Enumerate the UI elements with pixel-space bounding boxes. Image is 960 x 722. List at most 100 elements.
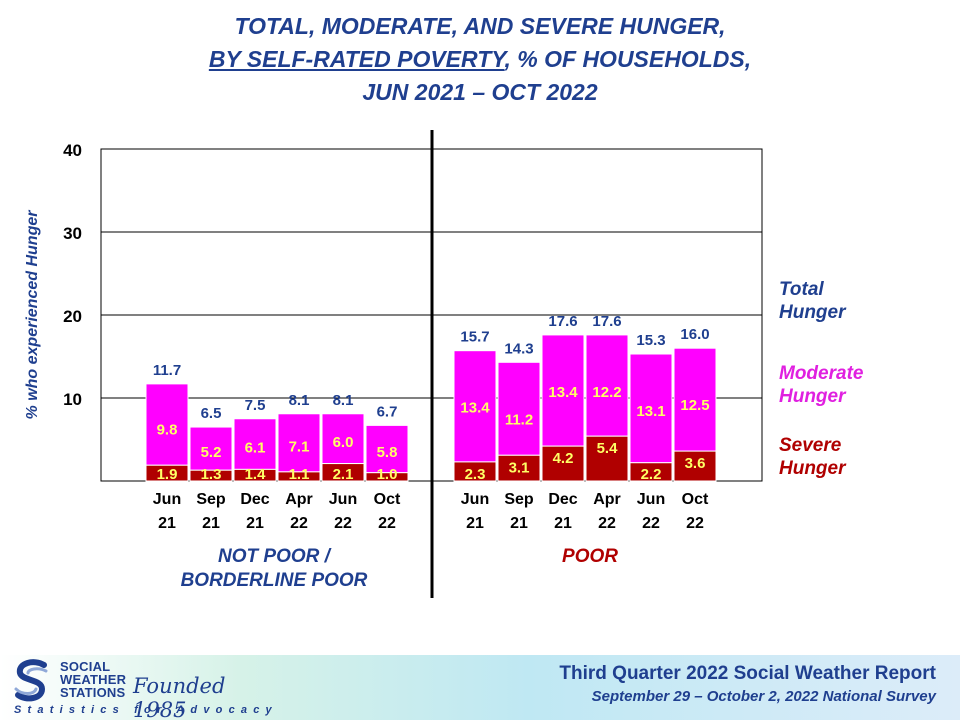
- x-tick-label: Jun: [461, 491, 489, 508]
- x-tick-label-year: 21: [510, 515, 528, 532]
- moderate-value-label: 13.4: [548, 384, 578, 401]
- title-line-3: JUN 2021 – OCT 2022: [362, 79, 598, 105]
- logo-tagline: Statistics for Advocacy: [14, 704, 278, 716]
- report-info: Third Quarter 2022 Social Weather Report…: [559, 663, 936, 705]
- legend-entry: Total: [779, 279, 824, 300]
- x-tick-label-year: 21: [246, 515, 264, 532]
- moderate-value-label: 5.2: [201, 444, 222, 461]
- bar-moderate-segment: [497, 361, 541, 456]
- group-label: POOR: [562, 546, 618, 567]
- total-value-label: 15.3: [636, 332, 665, 349]
- bar-moderate-segment: [541, 334, 585, 447]
- x-tick-label: Jun: [153, 491, 181, 508]
- report-title: Third Quarter 2022 Social Weather Report: [559, 663, 936, 684]
- legend-entry: Moderate: [779, 363, 864, 384]
- logo-founded: Founded 1985: [133, 674, 226, 722]
- x-tick-label-year: 22: [334, 515, 352, 532]
- bar-severe-segment: [145, 464, 189, 482]
- chart-title: TOTAL, MODERATE, AND SEVERE HUNGER, BY S…: [0, 10, 960, 109]
- moderate-value-label: 13.4: [460, 400, 490, 417]
- title-underlined-part: BY SELF-RATED POVERTY: [208, 46, 505, 72]
- bar-moderate-segment: [585, 334, 629, 437]
- x-tick-label: Apr: [593, 491, 621, 508]
- total-value-label: 17.6: [592, 313, 621, 330]
- title-line-1: TOTAL, MODERATE, AND SEVERE HUNGER,: [234, 13, 726, 39]
- moderate-value-label: 6.1: [245, 440, 266, 457]
- severe-value-label: 3.6: [685, 455, 706, 472]
- survey-dates: September 29 – October 2, 2022 National …: [591, 688, 936, 705]
- title-line-2-rest: , % OF HOUSEHOLDS,: [504, 46, 752, 72]
- bar-severe-segment: [497, 454, 541, 482]
- moderate-value-label: 12.2: [592, 384, 621, 401]
- legend-entry: Hunger: [779, 302, 847, 323]
- total-value-label: 16.0: [680, 326, 709, 343]
- x-tick-label-year: 22: [290, 515, 308, 532]
- moderate-value-label: 12.5: [680, 397, 709, 414]
- total-value-label: 11.7: [153, 362, 181, 379]
- legend-entry: Hunger: [779, 458, 847, 479]
- group-label: NOT POOR /: [218, 546, 332, 567]
- x-tick-label-year: 22: [598, 515, 616, 532]
- y-tick-label: 20: [63, 307, 82, 326]
- legend-entry: Hunger: [779, 386, 847, 407]
- x-tick-label: Jun: [637, 491, 665, 508]
- x-tick-label-year: 22: [378, 515, 396, 532]
- severe-value-label: 3.1: [509, 459, 530, 476]
- total-value-label: 7.5: [245, 397, 266, 414]
- title-line-2: BY SELF-RATED POVERTY, % OF HOUSEHOLDS,: [0, 43, 960, 76]
- total-value-label: 15.7: [460, 329, 489, 346]
- bar-severe-segment: [233, 468, 277, 482]
- logo-line-3: STATIONS: [60, 685, 126, 700]
- total-value-label: 17.6: [548, 313, 577, 330]
- moderate-value-label: 7.1: [289, 438, 310, 455]
- bar-severe-segment: [629, 462, 673, 482]
- logo-line-1: SOCIAL: [60, 659, 111, 674]
- bar-severe-segment: [585, 435, 629, 482]
- group-label: BORDERLINE POOR: [181, 570, 368, 591]
- x-tick-label-year: 22: [686, 515, 704, 532]
- severe-value-label: 1.4: [245, 466, 267, 483]
- y-tick-label: 40: [63, 141, 82, 160]
- severe-value-label: 2.1: [333, 466, 354, 483]
- bar-severe-segment: [189, 469, 233, 482]
- y-tick-label: 10: [63, 390, 82, 409]
- severe-value-label: 2.2: [641, 466, 662, 483]
- severe-value-label: 1.0: [377, 466, 398, 483]
- x-tick-label: Dec: [240, 491, 269, 508]
- bar-moderate-segment: [189, 426, 233, 471]
- moderate-value-label: 6.0: [333, 434, 354, 451]
- x-tick-label: Oct: [682, 491, 709, 508]
- logo-name: SOCIAL WEATHER STATIONS: [60, 660, 126, 699]
- total-value-label: 8.1: [333, 392, 354, 409]
- sws-logo: SOCIAL WEATHER STATIONS Founded 1985 Sta…: [10, 657, 272, 722]
- bar-severe-segment: [541, 445, 585, 482]
- bar-severe-segment: [365, 472, 409, 482]
- severe-value-label: 1.1: [289, 466, 310, 483]
- sws-s-logo-icon: [14, 659, 48, 702]
- bar-moderate-segment: [145, 383, 189, 466]
- total-value-label: 8.1: [289, 392, 310, 409]
- moderate-value-label: 9.8: [157, 422, 178, 439]
- bar-severe-segment: [453, 461, 497, 482]
- x-tick-label: Apr: [285, 491, 313, 508]
- moderate-value-label: 13.1: [636, 403, 665, 420]
- moderate-value-label: 11.2: [505, 411, 533, 428]
- bar-moderate-segment: [629, 353, 673, 464]
- x-tick-label-year: 21: [202, 515, 220, 532]
- bar-moderate-segment: [321, 413, 365, 465]
- x-tick-label-year: 21: [466, 515, 484, 532]
- bar-moderate-segment: [365, 424, 409, 474]
- severe-value-label: 4.2: [553, 450, 574, 467]
- y-axis-label: % who experienced Hunger: [24, 210, 41, 420]
- footer-banner: SOCIAL WEATHER STATIONS Founded 1985 Sta…: [0, 655, 960, 722]
- severe-value-label: 5.4: [597, 440, 619, 457]
- x-tick-label: Sep: [504, 491, 534, 508]
- bar-severe-segment: [277, 471, 321, 482]
- x-tick-label-year: 21: [158, 515, 176, 532]
- x-tick-label-year: 22: [642, 515, 660, 532]
- severe-value-label: 1.3: [201, 466, 222, 483]
- x-tick-label: Jun: [329, 491, 357, 508]
- total-value-label: 14.3: [504, 340, 533, 357]
- stacked-bar-chart: 10 20 30 40 % who experienced Hunger 11.7 9.8 1…: [24, 130, 864, 598]
- x-tick-label: Oct: [374, 491, 401, 508]
